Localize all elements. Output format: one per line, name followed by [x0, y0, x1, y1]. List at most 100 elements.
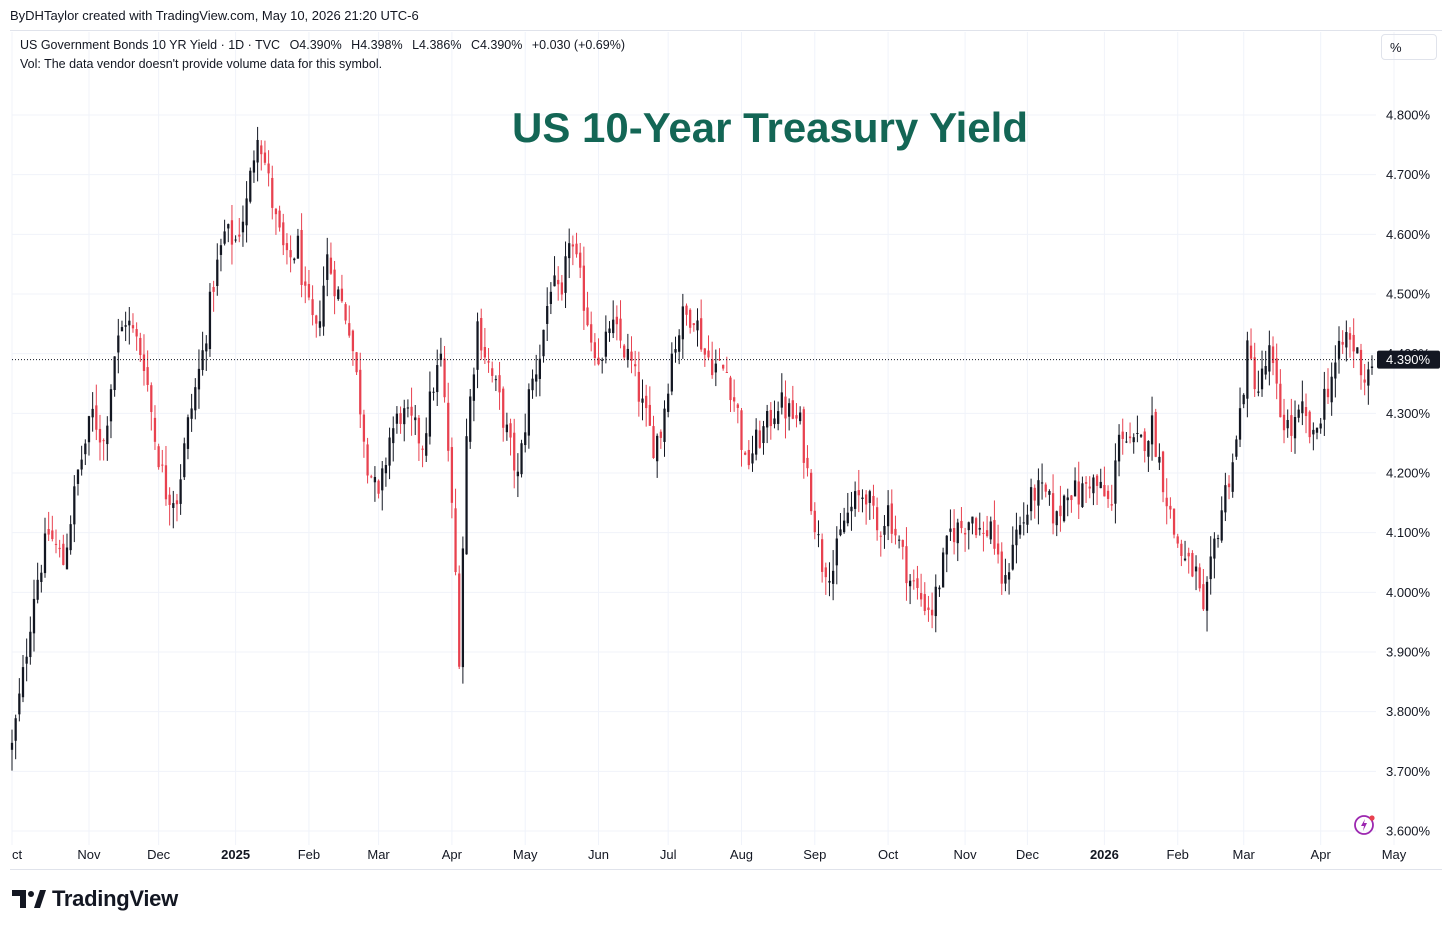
last-price-badge [1377, 350, 1440, 369]
candle [949, 509, 952, 541]
unit-toggle-button[interactable]: % [1381, 34, 1437, 60]
x-tick-label: Nov [77, 847, 101, 862]
candle [927, 595, 930, 622]
candle [1323, 371, 1326, 436]
candle [802, 406, 805, 479]
candle [604, 315, 607, 364]
candle [245, 181, 248, 243]
candle [711, 341, 714, 379]
candle [703, 347, 706, 367]
candle [564, 241, 567, 309]
candle [648, 386, 651, 427]
candle [963, 527, 967, 552]
chart-frame[interactable] [10, 30, 1442, 870]
open-value: O4.390% [289, 38, 342, 52]
candle [835, 526, 838, 585]
candle [685, 303, 688, 326]
candle [117, 318, 120, 374]
candle [857, 469, 860, 513]
candle [571, 235, 574, 266]
candle [846, 492, 849, 527]
candle [454, 488, 457, 576]
candle [98, 414, 102, 461]
candle [1158, 443, 1161, 470]
candle [271, 165, 274, 220]
candle [894, 515, 897, 545]
candle [1341, 330, 1344, 354]
tradingview-brand[interactable]: TradingView [12, 886, 178, 912]
candle [864, 490, 868, 525]
candle [197, 349, 201, 409]
candle [476, 312, 479, 389]
candle [930, 592, 934, 629]
candle [1356, 347, 1359, 354]
lightning-icon[interactable] [1353, 813, 1377, 837]
candle [494, 375, 498, 392]
brand-name: TradingView [52, 886, 178, 911]
candle [219, 238, 223, 272]
candle [1143, 428, 1146, 463]
candle [351, 329, 355, 366]
candle [168, 487, 171, 526]
x-tick-label: Oct [878, 847, 899, 862]
candle [1253, 342, 1256, 397]
candle [868, 489, 871, 520]
candle [608, 321, 611, 342]
candle [766, 404, 769, 444]
candle [762, 420, 765, 455]
y-tick-label: 3.800% [1386, 704, 1431, 719]
candle [1363, 364, 1366, 396]
candle [73, 475, 76, 543]
unit-label: % [1390, 39, 1402, 55]
candle [128, 306, 131, 345]
candle [1180, 539, 1183, 567]
x-tick-label: Apr [442, 847, 463, 862]
candle [201, 331, 204, 376]
candle [461, 536, 465, 684]
candle [755, 418, 758, 461]
candle [65, 533, 69, 570]
candle [828, 562, 831, 597]
y-tick-label: 4.700% [1386, 167, 1431, 182]
candle [69, 515, 72, 555]
candle [769, 402, 772, 440]
candle [824, 562, 827, 595]
candle [293, 257, 296, 264]
candle [831, 550, 835, 601]
candle [417, 415, 421, 461]
candle [670, 342, 673, 396]
candle [850, 491, 853, 531]
grid-layer [11, 32, 1395, 845]
candle [150, 382, 153, 431]
candle [938, 585, 941, 597]
candle [388, 427, 391, 480]
candle [483, 327, 487, 364]
candle [886, 490, 890, 541]
candle [667, 383, 670, 418]
candle [54, 529, 58, 554]
candle [1176, 533, 1179, 548]
candle [586, 291, 589, 327]
candle [1224, 472, 1227, 522]
candle [51, 515, 54, 542]
candle [333, 260, 336, 315]
candle [432, 387, 435, 401]
candle [36, 562, 39, 604]
candle [1136, 415, 1139, 443]
candle [212, 280, 215, 312]
candle [513, 418, 516, 489]
candle [1040, 463, 1044, 500]
candle [47, 511, 50, 542]
candle [1018, 516, 1022, 539]
candle [421, 445, 424, 468]
x-tick-label: Feb [1167, 847, 1189, 862]
candle [509, 418, 512, 456]
candle [1139, 433, 1143, 438]
candle [956, 518, 959, 562]
candle [205, 335, 208, 371]
candle [1205, 576, 1209, 632]
x-tick-label: Mar [367, 847, 390, 862]
candle [1198, 563, 1201, 592]
candle [113, 356, 116, 397]
